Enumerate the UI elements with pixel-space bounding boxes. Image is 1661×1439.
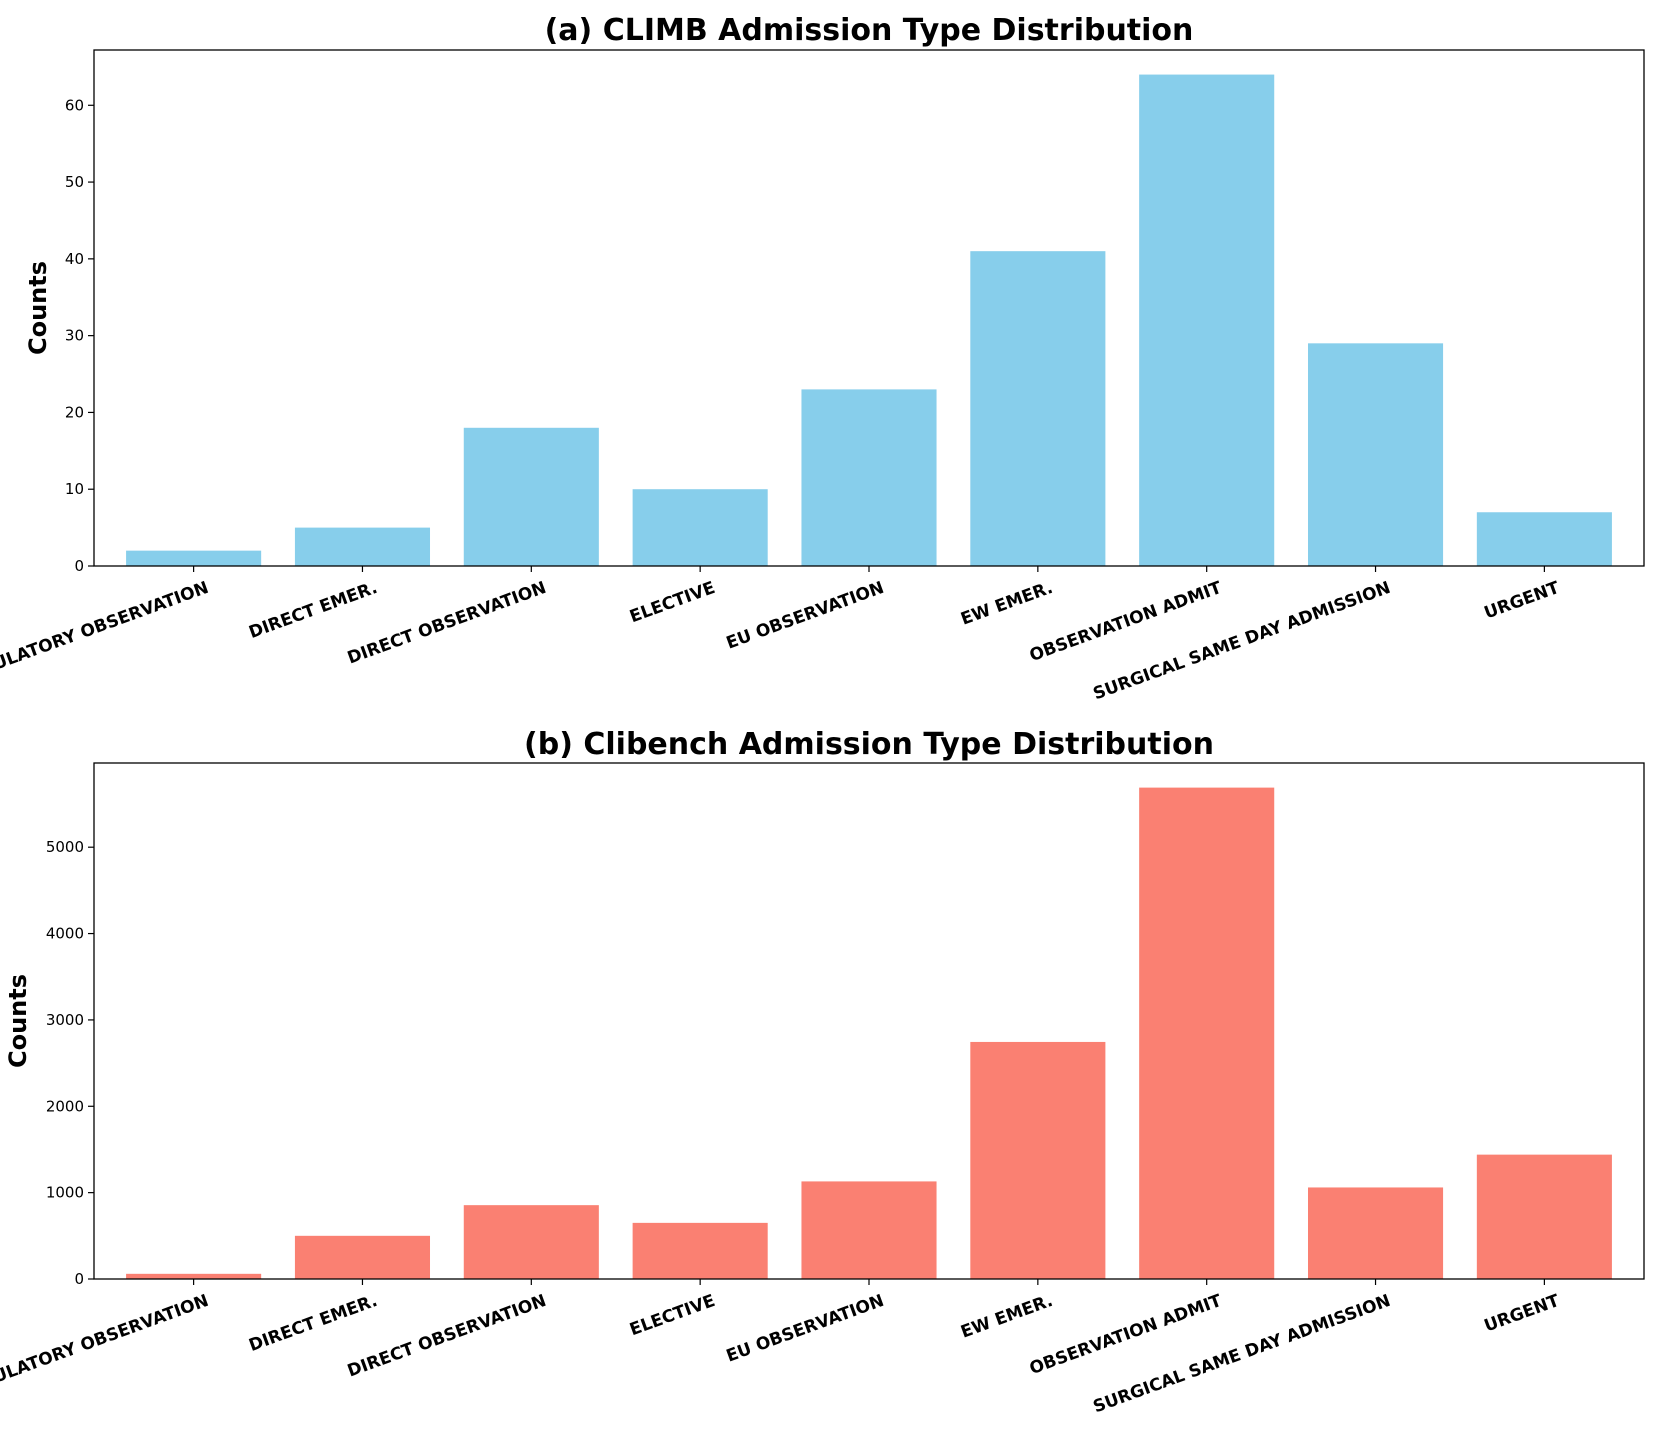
bar <box>1308 1187 1444 1279</box>
x-tick-label: AMBULATORY OBSERVATION <box>0 578 211 689</box>
y-tick-label: 5000 <box>46 838 84 856</box>
y-axis-label: Counts <box>24 261 52 355</box>
chart-panel-0: (a) CLIMB Admission Type Distribution 0 10… <box>0 13 1645 704</box>
bar <box>1308 343 1444 566</box>
bar <box>463 427 599 566</box>
y-tick-label: 50 <box>65 173 84 191</box>
y-axis-label: Counts <box>4 974 32 1068</box>
bar <box>970 1041 1106 1279</box>
y-tick-label: 4000 <box>46 925 84 943</box>
chart-title: (a) CLIMB Admission Type Distribution <box>545 13 1194 48</box>
y-tick-label: 1000 <box>46 1184 84 1202</box>
y-tick-label: 20 <box>65 403 84 421</box>
chart-panel-1: (b) Clibench Admission Type Distribution… <box>0 727 1645 1417</box>
bar <box>1139 74 1275 566</box>
bar <box>632 1222 768 1279</box>
bar <box>801 389 937 566</box>
y-tick-label: 30 <box>65 327 84 345</box>
bar <box>1476 512 1612 566</box>
bar <box>1476 1154 1612 1279</box>
bar <box>294 527 431 566</box>
chart-title: (b) Clibench Admission Type Distribution <box>524 727 1214 762</box>
bar <box>1139 787 1275 1279</box>
x-tick-label: URGENT <box>1482 578 1563 624</box>
x-tick-label: URGENT <box>1482 1291 1563 1337</box>
y-tick-label: 60 <box>65 96 84 114</box>
x-tick-label: AMBULATORY OBSERVATION <box>0 1291 211 1402</box>
bar <box>970 251 1106 566</box>
x-tick-label: DIRECT EMER. <box>246 578 380 643</box>
x-tick-label: EW EMER. <box>958 1291 1055 1343</box>
x-tick-label: EW EMER. <box>958 578 1055 630</box>
bar <box>632 489 768 566</box>
x-tick-label: EU OBSERVATION <box>724 578 887 654</box>
bar <box>126 550 262 566</box>
y-tick-label: 0 <box>74 1270 84 1288</box>
y-tick-label: 2000 <box>46 1097 84 1115</box>
x-tick-label: EU OBSERVATION <box>724 1291 887 1367</box>
bar <box>294 1235 431 1279</box>
y-tick-label: 0 <box>74 557 84 575</box>
x-tick-label: SURGICAL SAME DAY ADMISSION <box>1091 1291 1394 1417</box>
x-tick-label: DIRECT EMER. <box>246 1291 380 1356</box>
x-tick-label: SURGICAL SAME DAY ADMISSION <box>1091 578 1394 704</box>
bar <box>801 1181 937 1279</box>
y-tick-label: 10 <box>65 480 84 498</box>
bar <box>126 1273 262 1279</box>
y-tick-label: 40 <box>65 250 84 268</box>
x-tick-label: ELECTIVE <box>627 1291 718 1340</box>
bar <box>463 1205 599 1279</box>
x-tick-label: ELECTIVE <box>627 578 718 627</box>
y-tick-label: 3000 <box>46 1011 84 1029</box>
